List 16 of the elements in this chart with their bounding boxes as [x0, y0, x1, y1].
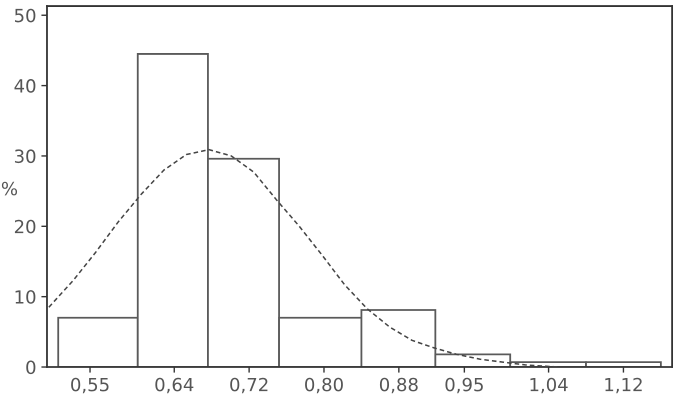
x-tick-label: 0,72 — [230, 378, 268, 394]
y-tick-label: 50 — [14, 8, 36, 22]
line-series — [48, 148, 559, 368]
y-axis-title: % — [2, 182, 18, 196]
y-tick-label: 30 — [14, 149, 36, 164]
x-tick-label: 1,04 — [530, 378, 568, 394]
x-tick-label: 0,80 — [305, 378, 343, 394]
x-tick-label: 0,64 — [155, 378, 194, 394]
x-tick-label: 0,95 — [445, 378, 483, 394]
x-tick-label: 0,88 — [380, 378, 418, 394]
y-tick-label: 10 — [16, 290, 36, 304]
y-tick-label: 20 — [14, 220, 36, 234]
y-tick-label: 0 — [26, 360, 36, 374]
x-tick-label: 0,55 — [71, 378, 109, 394]
y-tick-label: 40 — [14, 79, 36, 93]
x-tick-label: 1,12 — [605, 378, 642, 394]
